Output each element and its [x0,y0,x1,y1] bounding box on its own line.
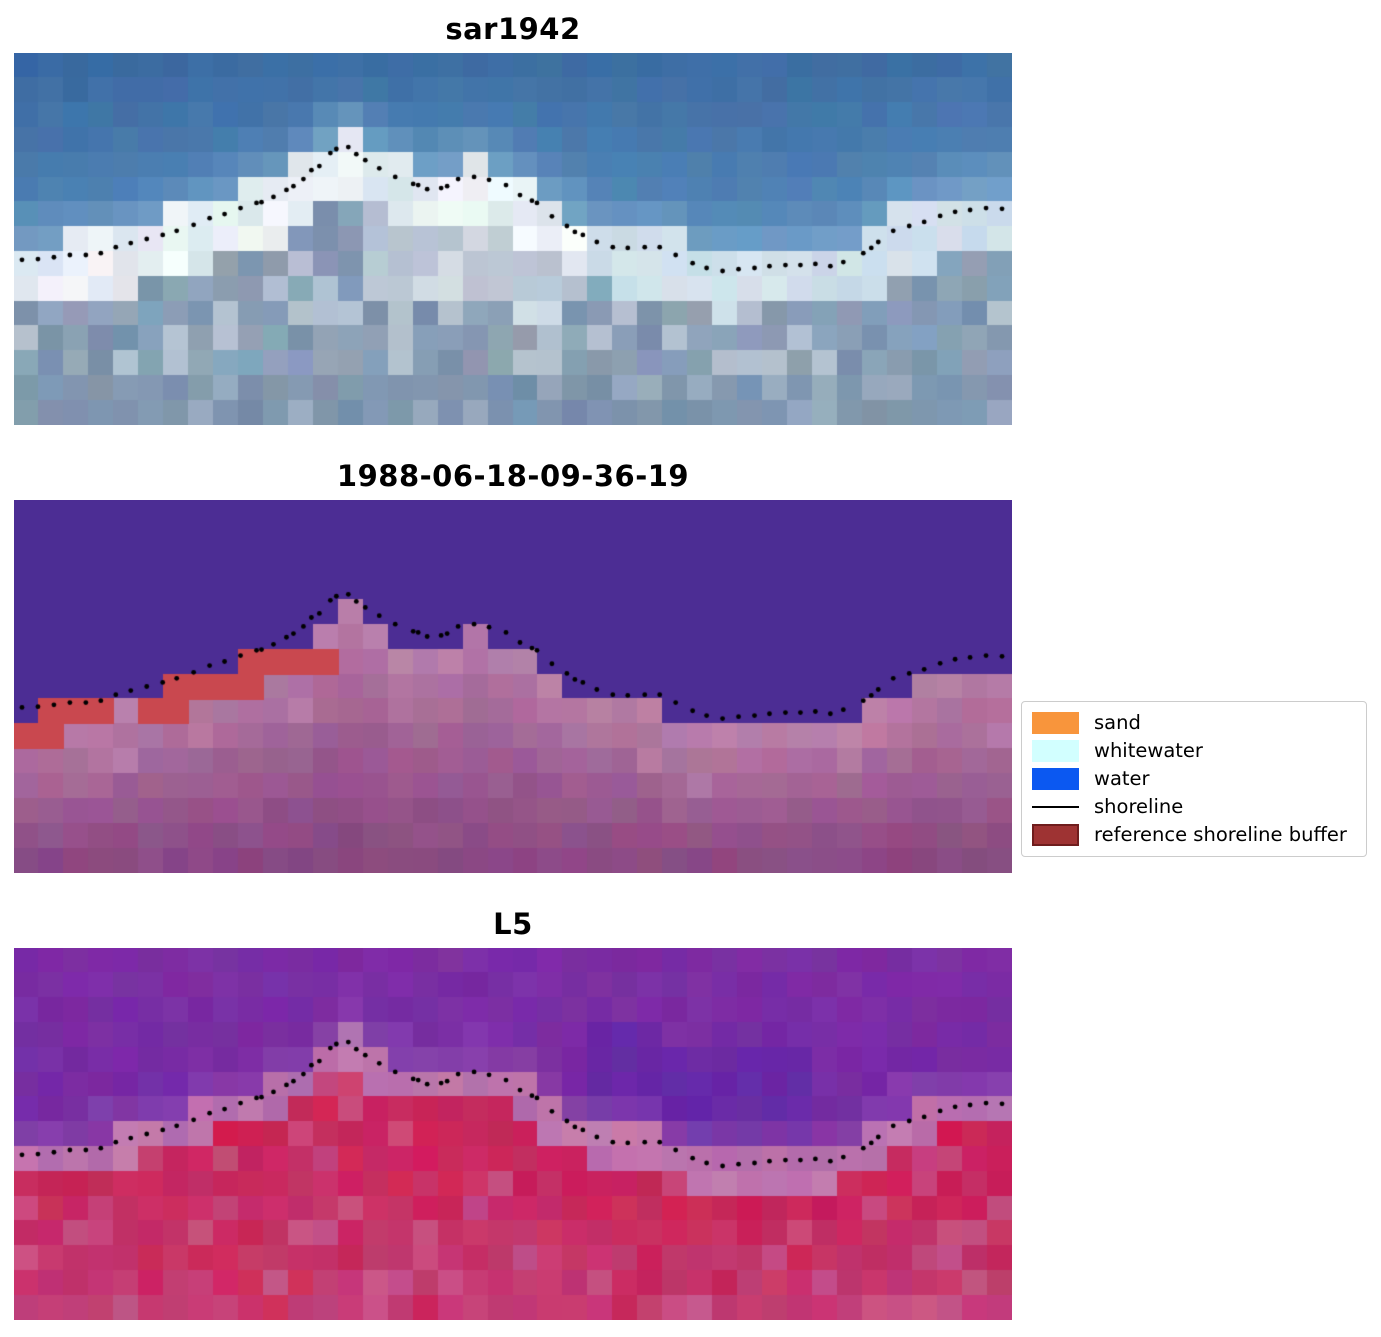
legend-swatch-water-icon [1032,768,1079,790]
legend-swatch-whitewater-icon [1032,740,1079,762]
panel-title-1988-06-18-09-36-19: 1988-06-18-09-36-19 [336,459,690,493]
legend-swatch-sand-icon [1032,712,1079,734]
legend-item-water: water [1032,765,1354,793]
legend-label: reference shoreline buffer [1094,823,1347,846]
panel-image-sar1942 [14,53,1012,425]
legend-label: whitewater [1094,739,1203,762]
panel-image-1988-06-18-09-36-19 [14,500,1012,873]
legend-label: shoreline [1094,795,1184,818]
legend: sand whitewater water shoreline reference sh… [1021,701,1367,857]
legend-item-shoreline: shoreline [1032,793,1354,821]
legend-swatch-shoreline-icon [1032,806,1079,808]
panel-title-sar1942: sar1942 [445,12,581,46]
panel-title-l5: L5 [493,907,533,941]
legend-swatch-reference-shoreline-buffer-icon [1032,824,1079,846]
legend-label: water [1094,767,1150,790]
legend-item-sand: sand [1032,709,1354,737]
legend-item-reference-shoreline-buffer: reference shoreline buffer [1032,821,1354,849]
legend-item-whitewater: whitewater [1032,737,1354,765]
legend-label: sand [1094,711,1141,734]
panel-image-l5 [14,948,1012,1320]
